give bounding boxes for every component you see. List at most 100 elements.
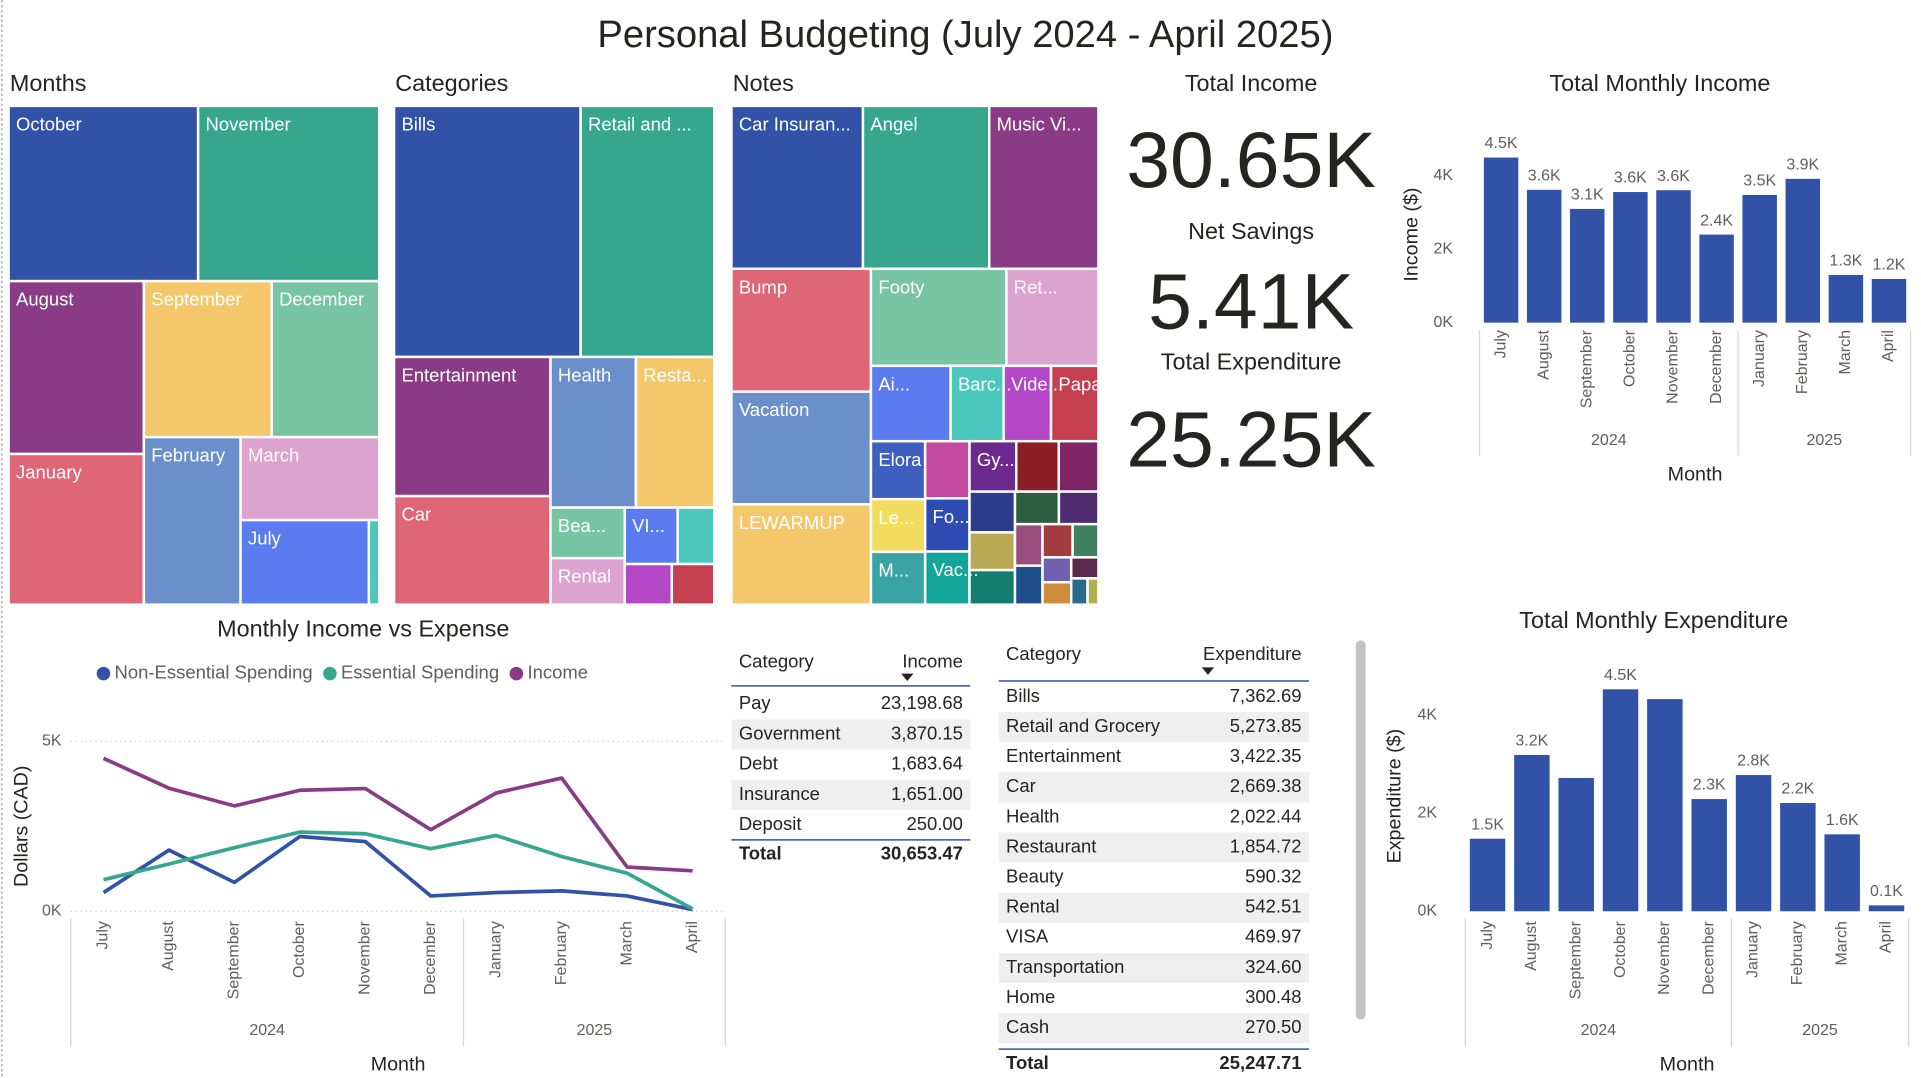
x-tick-label: October bbox=[291, 920, 308, 978]
x-tick-label: November bbox=[1656, 920, 1673, 994]
table-header: Category bbox=[739, 650, 815, 671]
bar bbox=[1514, 754, 1550, 912]
treemap-label: Car Insuran... bbox=[739, 113, 851, 134]
table-row-band bbox=[998, 772, 1309, 803]
treemap-label: Resta... bbox=[643, 365, 707, 386]
table-cell: Beauty bbox=[1006, 866, 1064, 887]
line-series bbox=[102, 834, 693, 912]
treemap-label: Angel bbox=[870, 113, 917, 134]
table-total: 30,653.47 bbox=[881, 842, 963, 863]
kpi-label: Net Savings bbox=[1188, 218, 1314, 244]
treemap-label: Papa bbox=[1058, 373, 1102, 394]
treemap-title: Categories bbox=[395, 70, 508, 96]
x-tick-label: August bbox=[1535, 329, 1552, 379]
x-axis-title: Month bbox=[371, 1053, 426, 1075]
x-tick-label: March bbox=[1833, 921, 1850, 965]
treemap-label: December bbox=[279, 289, 364, 310]
treemap-cell bbox=[270, 279, 381, 439]
table-cell: Transportation bbox=[1006, 956, 1124, 977]
y-tick-label: 2K bbox=[1433, 240, 1453, 257]
table-cell: Bills bbox=[1006, 685, 1040, 706]
treemap-cell bbox=[968, 439, 1018, 493]
treemap-cell bbox=[239, 435, 381, 522]
x-group-label: 2025 bbox=[1807, 432, 1843, 449]
treemap-cell bbox=[367, 518, 381, 606]
x-tick-label: October bbox=[1622, 329, 1639, 387]
treemap-title: Months bbox=[10, 70, 87, 96]
table-cell: 590.32 bbox=[1245, 866, 1301, 887]
x-tick-label: September bbox=[1579, 329, 1596, 408]
treemap-cell bbox=[1071, 522, 1100, 559]
treemap-label: VI... bbox=[632, 515, 665, 536]
treemap-label: Elora bbox=[878, 449, 922, 470]
treemap-cell bbox=[1057, 490, 1100, 526]
scrollbar[interactable] bbox=[1355, 640, 1366, 1020]
table-cell: 542.51 bbox=[1245, 896, 1301, 917]
value-label: 1.5K bbox=[1471, 816, 1504, 833]
value-label: 4.5K bbox=[1604, 667, 1637, 684]
x-tick-label: July bbox=[1479, 921, 1496, 949]
table-cell: Pay bbox=[739, 692, 772, 713]
treemap-cell bbox=[1069, 556, 1100, 580]
table-total: Total bbox=[739, 842, 782, 863]
table-cell: 270.50 bbox=[1245, 1016, 1301, 1037]
bar bbox=[1785, 178, 1821, 323]
y-tick-label: 4K bbox=[1433, 167, 1453, 184]
treemap-label: Retail and ... bbox=[588, 113, 692, 134]
treemap-label: Fo... bbox=[933, 506, 970, 527]
treemap-cell bbox=[1041, 556, 1073, 584]
treemap-label: Barc... bbox=[958, 373, 1011, 394]
chart-title: Total Monthly Expenditure bbox=[1519, 607, 1788, 633]
table-cell: Government bbox=[739, 722, 841, 743]
treemap-label: Gy... bbox=[977, 449, 1015, 470]
treemap-cell bbox=[239, 518, 371, 606]
y-axis-title: Expenditure ($) bbox=[1383, 729, 1405, 864]
y-tick-label: 4K bbox=[1417, 706, 1437, 723]
bar bbox=[1868, 905, 1905, 912]
treemap-label: LEWARMUP bbox=[739, 512, 845, 533]
x-group-label: 2024 bbox=[1591, 432, 1627, 449]
x-tick-label: August bbox=[1523, 921, 1540, 971]
x-tick-label: January bbox=[1751, 330, 1768, 387]
treemap-label: Vac... bbox=[933, 559, 979, 580]
x-tick-label: January bbox=[487, 921, 504, 978]
x-group-label: 2024 bbox=[249, 1022, 285, 1039]
x-group-label: 2025 bbox=[577, 1022, 613, 1039]
value-label: 3.6K bbox=[1614, 170, 1647, 187]
table-cell: 324.60 bbox=[1245, 956, 1301, 977]
table-cell: Entertainment bbox=[1006, 745, 1121, 766]
value-label: 3.2K bbox=[1515, 733, 1548, 750]
treemap-label: January bbox=[16, 462, 82, 483]
treemap-cell bbox=[623, 562, 674, 606]
value-label: 3.5K bbox=[1743, 173, 1776, 190]
table-cell: Health bbox=[1006, 805, 1059, 826]
value-label: 3.9K bbox=[1786, 157, 1819, 174]
treemap-label: Bump bbox=[739, 276, 787, 297]
x-tick-label: January bbox=[1745, 921, 1762, 978]
treemap-cell bbox=[392, 494, 552, 606]
value-label: 2.4K bbox=[1700, 212, 1733, 229]
table-cell: Deposit bbox=[739, 813, 802, 834]
treemap-cell bbox=[196, 104, 381, 283]
table-total: Total bbox=[1006, 1052, 1049, 1073]
treemap-cell bbox=[392, 104, 582, 359]
treemap-label: August bbox=[16, 289, 74, 310]
treemap-cell bbox=[923, 497, 971, 553]
x-tick-label: February bbox=[1789, 921, 1806, 985]
treemap-cell bbox=[392, 355, 552, 498]
y-tick-label: 5K bbox=[42, 733, 62, 750]
treemap-cell bbox=[1057, 439, 1100, 493]
x-tick-label: March bbox=[618, 921, 635, 965]
treemap-cell bbox=[1049, 364, 1100, 443]
treemap-cell bbox=[869, 497, 927, 554]
table-cell: Insurance bbox=[739, 783, 820, 804]
table-cell: Restaurant bbox=[1006, 835, 1096, 856]
table-cell: 2,669.38 bbox=[1230, 775, 1302, 796]
treemap-cell bbox=[1013, 490, 1061, 526]
x-group-label: 2024 bbox=[1581, 1022, 1617, 1039]
treemap-label: M... bbox=[878, 559, 909, 580]
value-label: 3.6K bbox=[1657, 168, 1690, 185]
x-tick-label: July bbox=[95, 921, 112, 949]
dashboard-title: Personal Budgeting (July 2024 - April 20… bbox=[597, 13, 1333, 56]
